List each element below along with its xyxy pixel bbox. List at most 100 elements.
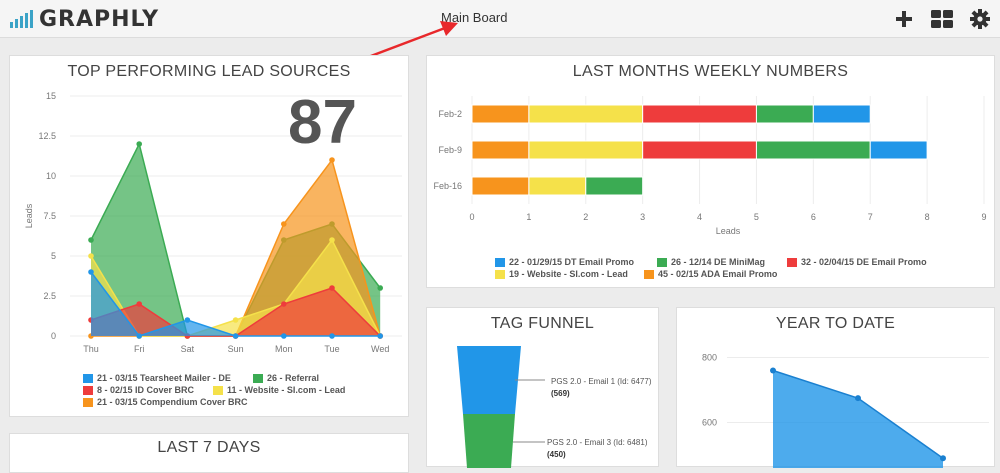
data-point — [281, 301, 287, 307]
data-point — [232, 317, 239, 323]
bar-segment — [528, 140, 644, 160]
x-tick-label: 7 — [868, 212, 873, 222]
legend-item[interactable]: 32 - 02/04/15 DE Email Promo — [787, 257, 927, 267]
x-tick-label: 2 — [583, 212, 588, 222]
lead-sources-panel: TOP PERFORMING LEAD SOURCES 0 2.5 5 7.5 10 12… — [9, 55, 409, 417]
last-7-days-title: LAST 7 DAYS — [157, 439, 261, 456]
top-bar: GRAPHLY Main Board — [0, 0, 1000, 38]
data-point — [329, 237, 335, 243]
y-tick-label: Feb-2 — [438, 109, 462, 119]
bar-segment — [642, 104, 757, 124]
y-axis-label: Leads — [24, 203, 34, 228]
x-tick-label: 6 — [811, 212, 816, 222]
bar-segment — [755, 140, 871, 160]
legend-item[interactable]: 8 - 02/15 ID Cover BRC — [83, 385, 194, 395]
bar-segment — [812, 104, 871, 124]
year-to-date-title: YEAR TO DATE — [775, 315, 896, 332]
data-point — [377, 285, 384, 291]
legend-swatch — [83, 397, 93, 407]
data-point — [88, 253, 94, 259]
x-tick-label: 8 — [925, 212, 930, 222]
funnel-stage-2 — [463, 414, 515, 468]
gear-icon[interactable] — [968, 7, 992, 31]
legend-item[interactable]: 19 - Website - SI.com - Lead — [495, 269, 628, 279]
area-series — [91, 272, 381, 336]
bar-segment — [585, 176, 644, 196]
x-tick-label: 4 — [697, 212, 702, 222]
data-point — [377, 333, 384, 339]
data-point — [770, 367, 776, 374]
y-tick-label: 2.5 — [43, 291, 56, 301]
y-tick-label: 600 — [702, 418, 717, 428]
tag-funnel-title: TAG FUNNEL — [490, 315, 595, 332]
legend-swatch — [253, 373, 263, 383]
data-point — [232, 333, 239, 339]
x-tick-label: Sat — [181, 344, 195, 354]
legend-swatch — [83, 385, 93, 395]
x-tick-label: Tue — [324, 344, 339, 354]
data-point — [281, 333, 287, 339]
y-tick-label: Feb-9 — [438, 145, 462, 155]
data-point — [136, 141, 142, 147]
legend-item[interactable]: 11 - Website - SI.com - Lead — [213, 385, 345, 395]
data-point — [329, 285, 335, 291]
year-to-date-panel: YEAR TO DATE 600 800 — [676, 307, 995, 468]
tag-funnel-panel: TAG FUNNEL PGS 2.0 - Email 1 (Id: 6477)(… — [426, 307, 659, 468]
plus-icon[interactable] — [892, 7, 916, 31]
board-title[interactable]: Main Board — [441, 10, 508, 25]
x-tick-label: 1 — [526, 212, 531, 222]
year-to-date-chart: 600 800 — [702, 353, 989, 468]
x-tick-label: Wed — [371, 344, 389, 354]
last-7-days-panel: LAST 7 DAYS — [9, 433, 409, 473]
legend-swatch — [495, 269, 505, 279]
legend-swatch — [787, 257, 797, 267]
data-point — [136, 333, 142, 339]
grid-icon[interactable] — [930, 7, 954, 31]
y-tick-label: 0 — [51, 331, 56, 341]
app-logo[interactable]: GRAPHLY — [10, 6, 159, 32]
data-point — [184, 317, 191, 323]
ytd-area — [773, 370, 943, 468]
x-tick-label: 9 — [981, 212, 986, 222]
app-name: GRAPHLY — [39, 6, 160, 32]
legend-item[interactable]: 21 - 03/15 Tearsheet Mailer - DE — [83, 373, 231, 383]
bar-segment — [471, 104, 530, 124]
funnel-stage-label: PGS 2.0 - Email 3 (Id: 6481) (450) — [547, 438, 648, 459]
bar-segment — [755, 104, 814, 124]
legend-item[interactable]: 21 - 03/15 Compendium Cover BRC — [83, 397, 248, 407]
x-tick-label: Fri — [134, 344, 145, 354]
area-series — [91, 288, 381, 336]
x-tick-label: 5 — [754, 212, 759, 222]
y-tick-label: 800 — [702, 353, 717, 363]
lead-sources-title: TOP PERFORMING LEAD SOURCES — [67, 63, 351, 80]
bar-segment — [471, 176, 530, 196]
y-tick-label: 7.5 — [43, 211, 56, 221]
bar-segment — [528, 104, 644, 124]
y-tick-label: 15 — [46, 91, 56, 101]
bar-segment — [471, 140, 530, 160]
x-tick-label: Sun — [228, 344, 244, 354]
funnel-chart — [457, 346, 545, 468]
bar-segment — [642, 140, 757, 160]
legend-item[interactable]: 26 - 12/14 DE MiniMag — [657, 257, 765, 267]
legend-item[interactable]: 26 - Referral — [253, 373, 319, 383]
data-point — [855, 395, 861, 402]
legend-swatch — [213, 385, 223, 395]
y-tick-label: 12.5 — [38, 131, 56, 141]
y-tick-label: 5 — [51, 251, 56, 261]
logo-bars-icon — [10, 10, 35, 28]
data-point — [88, 269, 94, 275]
y-tick-label: Feb-16 — [433, 181, 462, 191]
bar-segment — [869, 140, 928, 160]
weekly-numbers-panel: LAST MONTHS WEEKLY NUMBERS 0 1 2 3 4 5 6 7 8 9 Lea… — [426, 55, 995, 288]
data-point — [88, 237, 94, 243]
y-tick-label: 10 — [46, 171, 56, 181]
legend-swatch — [495, 257, 505, 267]
funnel-stage-1 — [457, 346, 521, 414]
big-number: 87 — [288, 88, 357, 157]
funnel-stage-label: PGS 2.0 - Email 1 (Id: 6477) (569) — [551, 377, 652, 398]
legend-item[interactable]: 45 - 02/15 ADA Email Promo — [644, 269, 777, 279]
weekly-numbers-title: LAST MONTHS WEEKLY NUMBERS — [572, 63, 849, 80]
legend-item[interactable]: 22 - 01/29/15 DT Email Promo — [495, 257, 634, 267]
data-point — [329, 157, 335, 163]
